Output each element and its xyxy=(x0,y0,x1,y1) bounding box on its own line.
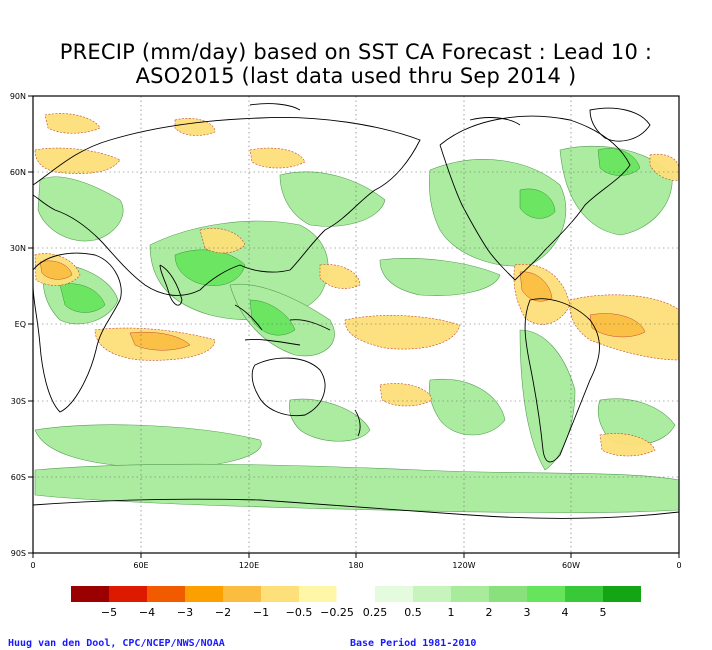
legend-labels: −5 −4 −3 −2 −1 −0.5 −0.25 0.25 0.5 1 2 3 4 5 xyxy=(101,606,607,619)
legend-swatch xyxy=(109,586,147,602)
legend-label: −2 xyxy=(215,606,231,619)
lon-label: 60E xyxy=(133,561,148,570)
legend-label: −3 xyxy=(177,606,193,619)
legend-swatch xyxy=(71,586,109,602)
strong-positive-region xyxy=(59,283,106,313)
lon-label: 60W xyxy=(562,561,580,570)
legend-swatch xyxy=(489,586,527,602)
positive-region xyxy=(289,398,371,442)
legend-label: −5 xyxy=(101,606,117,619)
legend-label: 0.5 xyxy=(404,606,422,619)
map-title-line-2: ASO2015 (last data used thru Sep 2014 ) xyxy=(135,64,577,88)
negative-region xyxy=(199,228,246,254)
lat-label: 90N xyxy=(10,92,26,101)
strong-negative-region xyxy=(39,260,73,280)
legend-swatch xyxy=(299,586,337,602)
positive-region xyxy=(429,159,567,267)
axis-ticks xyxy=(28,95,680,558)
lon-label: 120W xyxy=(452,561,475,570)
precip-fields xyxy=(33,103,679,519)
legend-label: 4 xyxy=(562,606,569,619)
author-credit: Huug van den Dool, CPC/NCEP/NWS/NOAA xyxy=(8,638,225,649)
strong-positive-region xyxy=(519,188,556,219)
negative-region xyxy=(649,153,679,181)
legend-swatch xyxy=(565,586,603,602)
positive-region xyxy=(429,378,506,436)
negative-region xyxy=(249,147,306,169)
negative-region xyxy=(344,315,461,350)
legend-swatch xyxy=(413,586,451,602)
strong-negative-region xyxy=(589,313,646,338)
positive-region xyxy=(34,424,262,469)
legend-color-bar xyxy=(71,585,641,603)
legend-swatch xyxy=(223,586,261,602)
strong-positive-region xyxy=(249,299,296,336)
positive-region xyxy=(37,176,124,242)
legend-label: 5 xyxy=(600,606,607,619)
base-period: Base Period 1981-2010 xyxy=(350,638,477,649)
legend-label: −1 xyxy=(253,606,269,619)
negative-region xyxy=(174,118,216,136)
strong-negative-region xyxy=(519,271,553,302)
map-title-line-1: PRECIP (mm/day) based on SST CA Forecast… xyxy=(59,40,653,64)
lat-label: 30S xyxy=(11,397,26,406)
legend-label: 2 xyxy=(486,606,493,619)
legend-label: 0.25 xyxy=(363,606,388,619)
lat-label: 60N xyxy=(10,168,26,177)
lon-label: 0 xyxy=(676,561,681,570)
legend-swatch xyxy=(603,586,641,602)
lat-label: 30N xyxy=(10,244,26,253)
lat-label: 60S xyxy=(11,473,26,482)
negative-region xyxy=(319,264,361,289)
positive-region xyxy=(34,463,679,513)
lon-label: 120E xyxy=(239,561,259,570)
lat-label: EQ xyxy=(15,320,26,329)
positive-region xyxy=(279,171,386,227)
legend-swatch xyxy=(261,586,299,602)
positive-region xyxy=(519,329,576,471)
negative-region xyxy=(599,433,656,457)
legend-label: −0.5 xyxy=(286,606,313,619)
legend-label: −4 xyxy=(139,606,155,619)
legend-swatch xyxy=(451,586,489,602)
strong-positive-region xyxy=(597,148,641,176)
legend-label: −0.25 xyxy=(320,606,354,619)
lon-label: 180 xyxy=(348,561,363,570)
legend-swatch xyxy=(375,586,413,602)
legend-swatch xyxy=(336,585,376,603)
lat-label: 90S xyxy=(11,549,26,558)
legend-swatch xyxy=(185,586,223,602)
coastlines xyxy=(33,103,679,519)
positive-region xyxy=(597,398,676,446)
legend-swatch xyxy=(527,586,565,602)
lon-label: 0 xyxy=(30,561,35,570)
negative-region xyxy=(34,147,121,174)
positive-region xyxy=(379,258,501,296)
strong-negative-region xyxy=(129,331,191,351)
negative-region xyxy=(44,113,101,134)
negative-region xyxy=(379,383,433,407)
legend-label: 3 xyxy=(524,606,531,619)
legend-label: 1 xyxy=(448,606,455,619)
legend-swatch xyxy=(147,586,185,602)
precip-anomaly-map: 90N 60N 30N EQ 30S 60S 90S 0 60E 120E 18… xyxy=(10,92,682,619)
